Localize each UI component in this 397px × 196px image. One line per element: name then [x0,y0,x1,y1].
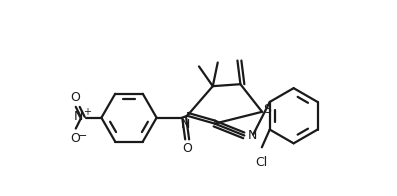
Text: −: − [78,132,87,142]
Text: N: N [73,110,83,123]
Text: +: + [83,107,91,117]
Text: N: N [247,129,257,142]
Text: O: O [70,132,80,145]
Text: O: O [70,92,80,104]
Text: Cl: Cl [256,156,268,169]
Text: N: N [181,118,190,131]
Text: S: S [263,103,271,116]
Text: O: O [182,142,192,155]
